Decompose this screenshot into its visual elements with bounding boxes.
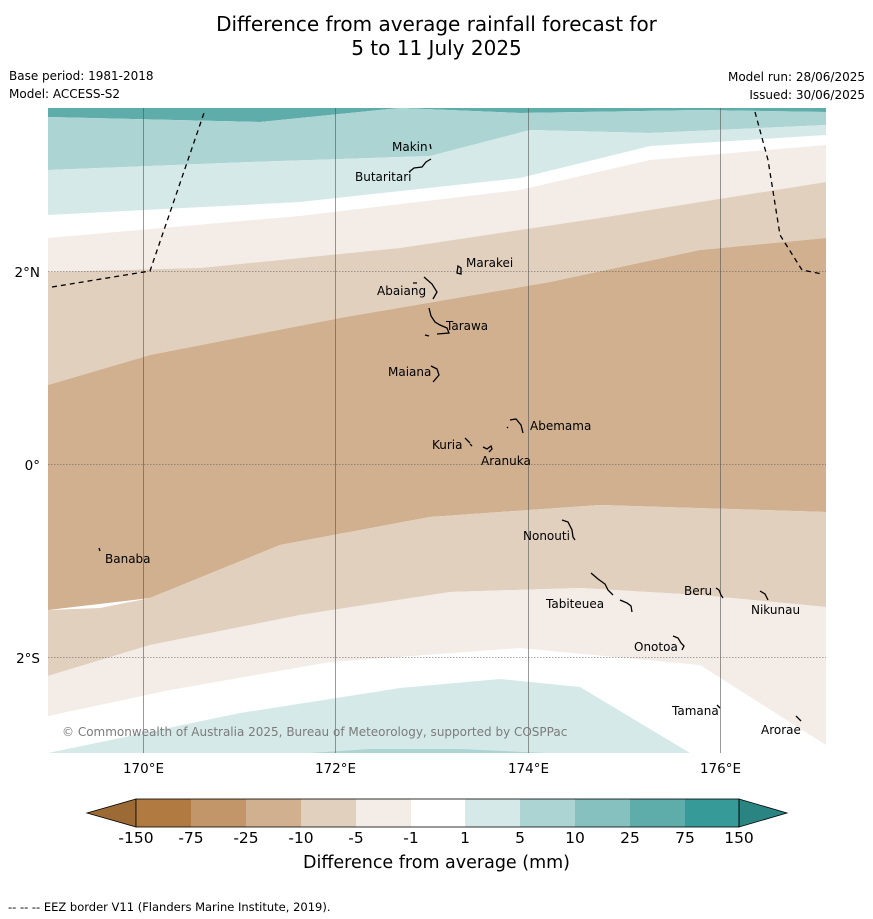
colorbar-swatch [411, 799, 465, 827]
place-label-marakei: Marakei [466, 256, 513, 270]
base-period-label: Base period: 1981-2018 [9, 69, 154, 83]
band-fill [310, 749, 545, 753]
eez-border-line [754, 111, 823, 275]
colorbar-swatch [356, 799, 411, 827]
copyright-text: © Commonwealth of Australia 2025, Bureau… [62, 725, 567, 739]
island-aranuka [482, 444, 493, 453]
island-nonouti [561, 519, 576, 541]
place-label-tamana: Tamana [671, 704, 719, 718]
place-label-nikunau: Nikunau [751, 603, 800, 617]
place-labels: Makin Butaritari Marakei Abaiang Tarawa … [105, 140, 801, 737]
colorbar-tick-label: -5 [348, 829, 364, 847]
colorbar-swatch [520, 799, 575, 827]
colorbar-swatch [136, 799, 191, 827]
place-label-arorae: Arorae [761, 723, 801, 737]
colorbar-outline [135, 798, 740, 828]
island-beru [715, 587, 724, 599]
band-fill [48, 588, 826, 745]
island-banaba [98, 547, 101, 552]
colorbar-swatch [301, 799, 356, 827]
colorbar-tick-label: 75 [675, 829, 695, 847]
island-butaritari [408, 158, 432, 173]
island-nikunau [759, 590, 769, 601]
lon-label: 170°E [123, 761, 164, 777]
longitude-labels: 170°E 172°E 174°E 176°E [123, 761, 741, 777]
island-maiana [430, 365, 440, 383]
issued-label: Issued: 30/06/2025 [749, 88, 865, 102]
place-label-aranuka: Aranuka [481, 454, 531, 468]
island-makin [429, 143, 432, 150]
place-label-beru: Beru [684, 584, 712, 598]
island-tarawa [424, 307, 450, 337]
eez-footnote: -- -- -- EEZ border V11 (Flanders Marine… [8, 900, 331, 914]
place-label-butaritari: Butaritari [355, 170, 412, 184]
band-fill [48, 108, 826, 122]
band-fill [48, 679, 690, 753]
latitude-labels: 2°N 0° 2°S [15, 265, 40, 667]
band-fill [48, 182, 826, 385]
chart-title-line-2: 5 to 11 July 2025 [351, 36, 522, 60]
place-label-abemama: Abemama [530, 419, 591, 433]
place-label-banaba: Banaba [105, 552, 151, 566]
colorbar-tick-label: 10 [565, 829, 585, 847]
band-fill [48, 238, 826, 610]
place-label-onotoa: Onotoa [634, 640, 678, 654]
graticule [48, 108, 826, 753]
colorbar-swatch [246, 799, 301, 827]
chart-title-line-1: Difference from average rainfall forecas… [216, 12, 657, 36]
band-fill [48, 145, 826, 272]
colorbar-tick-label: -150 [118, 829, 154, 847]
lat-label: 0° [25, 458, 40, 474]
colorbar-tick-label: 150 [724, 829, 754, 847]
colorbar-swatch [630, 799, 685, 827]
band-fill [48, 125, 826, 215]
colorbar-swatch [191, 799, 246, 827]
band-fill [48, 108, 826, 170]
island-tabiteuea [590, 572, 633, 613]
place-label-tabiteuea: Tabiteuea [545, 597, 604, 611]
island-onotoa [672, 635, 685, 651]
place-label-kuria: Kuria [432, 438, 463, 452]
model-label: Model: ACCESS-S2 [9, 87, 121, 101]
place-label-makin: Makin [392, 140, 428, 154]
island-kuria [464, 437, 473, 447]
eez-border [51, 109, 823, 288]
lon-label: 176°E [700, 761, 741, 777]
colorbar-tick-label: -10 [288, 829, 314, 847]
colorbar-tick-label: 5 [515, 829, 525, 847]
colorbar-tick-label: 1 [460, 829, 470, 847]
lon-label: 174°E [508, 761, 549, 777]
band-fill [48, 505, 826, 676]
colorbar-swatch [575, 799, 630, 827]
place-label-maiana: Maiana [388, 365, 431, 379]
colorbar [85, 798, 789, 828]
place-label-nonouti: Nonouti [523, 529, 570, 543]
colorbar-swatch [465, 799, 520, 827]
colorbar-tick-label: -75 [178, 829, 204, 847]
colorbar-tick-label: 25 [620, 829, 640, 847]
lon-label: 172°E [315, 761, 356, 777]
island-marakei [456, 264, 462, 275]
island-abaiang [413, 276, 438, 300]
islands [98, 143, 802, 722]
colorbar-tick-label: -25 [233, 829, 259, 847]
lat-label: 2°N [15, 265, 40, 281]
colorbar-under-arrow [85, 798, 137, 828]
island-arorae [795, 715, 802, 722]
eez-border-line [51, 109, 206, 288]
colorbar-title: Difference from average (mm) [302, 853, 571, 873]
model-run-label: Model run: 28/06/2025 [727, 70, 865, 84]
island-abemama [506, 418, 524, 434]
island-tamana [716, 704, 721, 709]
colorbar-tick-label: -1 [403, 829, 419, 847]
place-label-abaiang: Abaiang [377, 284, 426, 298]
lat-label: 2°S [16, 651, 40, 667]
colorbar-over-arrow [738, 798, 789, 828]
place-label-tarawa: Tarawa [445, 319, 488, 333]
rainfall-bands [48, 108, 826, 753]
colorbar-swatch [685, 799, 739, 827]
